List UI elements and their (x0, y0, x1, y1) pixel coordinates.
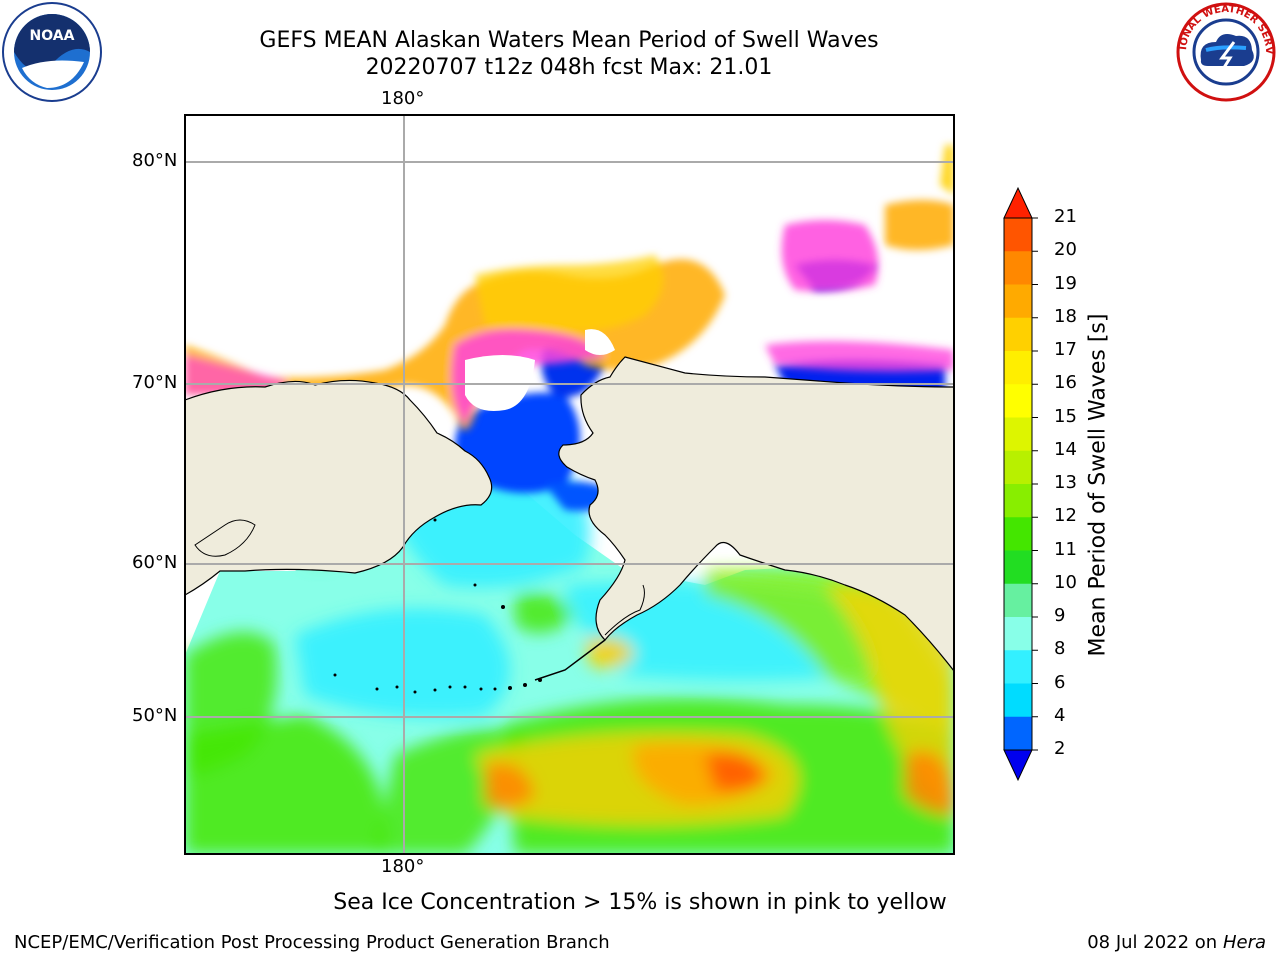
sea-ice-note: Sea Ice Concentration > 15% is shown in … (333, 890, 947, 915)
colorbar-tick-label: 17 (1054, 339, 1077, 360)
nws-logo-icon: NATIONAL WEATHER SERVICE (1172, 0, 1276, 102)
colorbar-segment (1004, 550, 1032, 585)
colorbar-tick-label: 15 (1054, 405, 1077, 427)
colorbar-tick-label: 4 (1054, 704, 1066, 726)
colorbar-tick-label: 6 (1054, 671, 1066, 693)
colorbar-tick-label: 2 (1054, 738, 1066, 759)
colorbar-tick-label: 10 (1054, 571, 1077, 593)
colorbar-segment (1004, 218, 1032, 252)
svg-text:NOAA: NOAA (30, 28, 75, 44)
swell-period-map (184, 114, 955, 855)
colorbar-tick-label: 14 (1054, 438, 1077, 460)
colorbar-segment (1004, 683, 1032, 718)
colorbar-label: Mean Period of Swell Waves [s] (1085, 313, 1111, 657)
footer-date: 08 Jul 2022 on Hera (1087, 932, 1266, 953)
colorbar-segment (1004, 583, 1032, 618)
colorbar-segment (1004, 251, 1032, 285)
colorbar-segment (1004, 417, 1032, 452)
footer-date-text: 08 Jul 2022 on (1087, 932, 1223, 953)
lon-label-bottom: 180° (381, 856, 425, 877)
chart-subtitle: 20220707 t12z 048h fcst Max: 21.01 (365, 55, 773, 80)
colorbar-segment (1004, 617, 1032, 651)
colorbar-tick-label: 20 (1054, 239, 1077, 261)
footer-branch: NCEP/EMC/Verification Post Processing Pr… (14, 932, 610, 953)
footer-host: Hera (1222, 932, 1266, 953)
colorbar-segment (1004, 351, 1032, 385)
colorbar-tick-label: 8 (1054, 638, 1066, 660)
colorbar-segment (1004, 650, 1032, 684)
chart-title: GEFS MEAN Alaskan Waters Mean Period of … (259, 28, 879, 53)
colorbar-segment (1004, 317, 1032, 352)
colorbar-tick-label: 11 (1054, 538, 1077, 560)
aleutian-islands (333, 518, 542, 694)
colorbar-extend-max (1003, 186, 1033, 219)
colorbar-tick-label: 18 (1054, 305, 1077, 327)
colorbar-segment (1004, 284, 1032, 319)
lat-label-60n: 60°N (132, 552, 178, 573)
lat-label-80n: 80°N (132, 150, 178, 171)
colorbar-tick-label: 21 (1054, 206, 1077, 227)
noaa-logo: NOAA (2, 2, 102, 102)
noaa-logo-icon: NOAA (2, 2, 102, 102)
colorbar (1003, 186, 1038, 782)
colorbar-segment (1004, 484, 1032, 518)
colorbar-tick-label: 13 (1054, 472, 1077, 493)
colorbar-tick-label: 19 (1054, 272, 1077, 294)
colorbar-tick-label: 16 (1054, 372, 1077, 394)
nws-logo: NATIONAL WEATHER SERVICE (1172, 0, 1276, 102)
colorbar-segment (1004, 716, 1032, 751)
land-alaska (558, 356, 954, 672)
graticule (185, 115, 954, 854)
colorbar-segment (1004, 517, 1032, 551)
lat-label-50n: 50°N (132, 705, 178, 726)
colorbar-segment (1004, 450, 1032, 485)
colorbar-extend-min (1003, 749, 1033, 782)
lon-label-top: 180° (381, 88, 425, 109)
lat-label-70n: 70°N (132, 372, 178, 393)
colorbar-tick-label: 9 (1054, 605, 1066, 626)
colorbar-tick-label: 12 (1054, 505, 1077, 527)
colorbar-segment (1004, 384, 1032, 418)
